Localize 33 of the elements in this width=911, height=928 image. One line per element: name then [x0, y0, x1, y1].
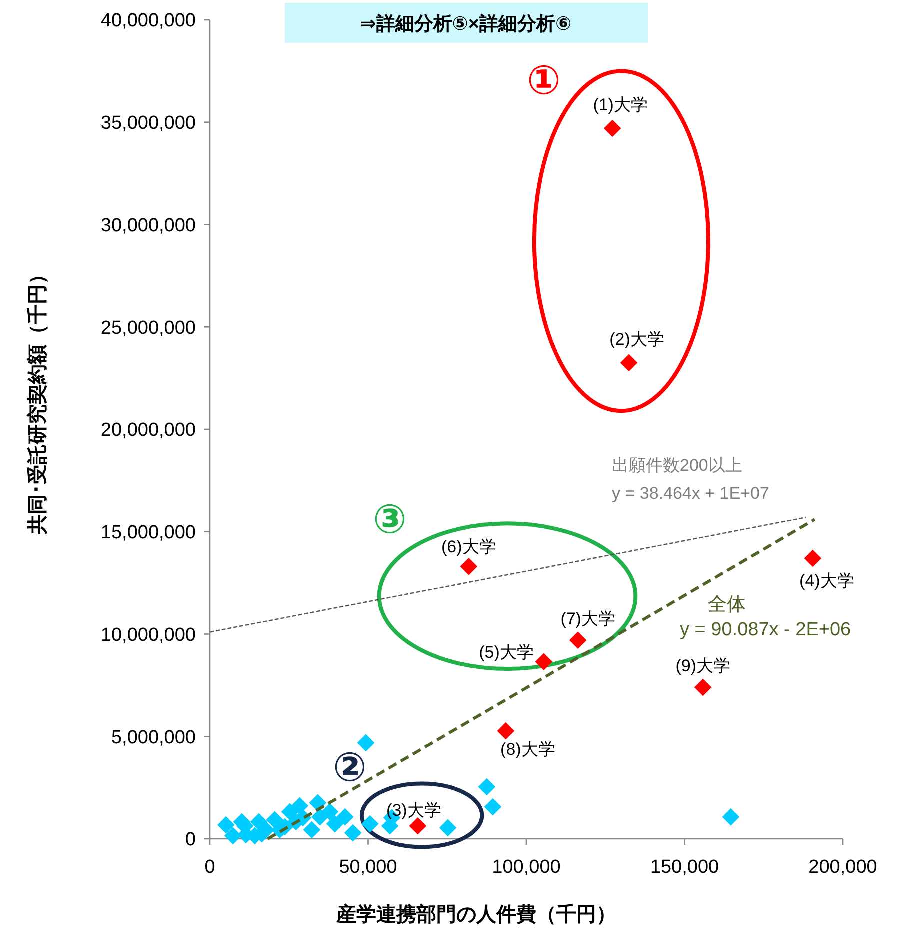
annotation: (8)大学 [500, 740, 556, 760]
x-tick-label: 0 [204, 857, 216, 878]
y-tick-label: 25,000,000 [100, 318, 196, 339]
annotation: (4)大学 [800, 571, 854, 590]
annotation: ② [333, 746, 367, 790]
annotation: (2)大学 [610, 330, 664, 349]
annotation: (9)大学 [676, 656, 730, 676]
annotation: y = 38.464x + 1E+07 [612, 484, 770, 503]
y-tick-label: 10,000,000 [100, 624, 196, 646]
x-tick-label: 50,000 [339, 857, 398, 878]
annotation: (6)大学 [442, 538, 496, 557]
chart-title: ⇒詳細分析⑤×詳細分析⑥ [360, 13, 572, 35]
x-tick-label: 100,000 [492, 857, 561, 878]
y-tick-label: 0 [185, 830, 196, 851]
annotation: ① [527, 59, 561, 103]
annotation: (3)大学 [386, 801, 442, 820]
annotation: 全体 [708, 594, 746, 616]
annotation: y = 90.087x - 2E+06 [680, 620, 852, 641]
annotation: ③ [373, 498, 407, 542]
x-tick-label: 200,000 [808, 857, 878, 878]
annotation: 出願件数200以上 [612, 456, 742, 475]
y-tick-label: 35,000,000 [100, 113, 196, 134]
annotation: (1)大学 [593, 96, 648, 115]
y-tick-label: 20,000,000 [100, 420, 196, 442]
y-axis-title: 共同･受託研究契約額（千円） [26, 264, 49, 536]
x-tick-label: 150,000 [650, 857, 720, 878]
y-tick-label: 15,000,000 [100, 522, 196, 544]
x-axis-title: 産学連携部門の人件費（千円） [336, 903, 616, 926]
annotation: (5)大学 [479, 642, 534, 662]
annotation: (7)大学 [560, 609, 616, 628]
y-tick-label: 30,000,000 [100, 215, 196, 236]
y-tick-label: 40,000,000 [100, 10, 196, 32]
y-tick-label: 5,000,000 [111, 727, 196, 748]
